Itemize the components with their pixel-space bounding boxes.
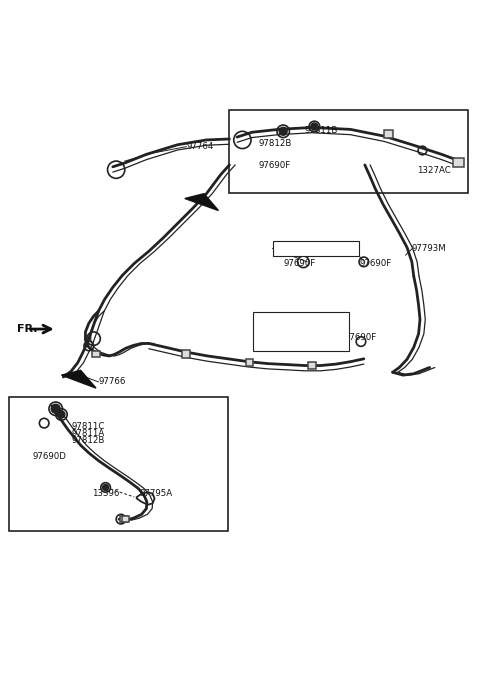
Text: 97812B: 97812B bbox=[258, 139, 292, 148]
Bar bbox=[384, 130, 393, 138]
Bar bbox=[229, 110, 468, 192]
Bar bbox=[182, 351, 190, 358]
Text: 97690F: 97690F bbox=[258, 162, 290, 171]
Text: 97812B: 97812B bbox=[71, 436, 105, 445]
Bar bbox=[92, 351, 100, 358]
Text: 97690D: 97690D bbox=[263, 328, 297, 338]
Circle shape bbox=[58, 411, 65, 418]
Text: 97766: 97766 bbox=[98, 377, 126, 386]
Circle shape bbox=[279, 127, 287, 135]
Bar bbox=[246, 359, 253, 366]
Text: 97811A: 97811A bbox=[71, 429, 104, 438]
Circle shape bbox=[103, 484, 108, 490]
Bar bbox=[9, 397, 228, 531]
Text: 97811C: 97811C bbox=[71, 422, 105, 431]
Polygon shape bbox=[185, 194, 218, 210]
Circle shape bbox=[311, 123, 318, 130]
Bar bbox=[122, 516, 130, 522]
Circle shape bbox=[51, 404, 60, 413]
Text: 13396: 13396 bbox=[92, 489, 120, 498]
Text: 97795A: 97795A bbox=[139, 489, 172, 498]
Polygon shape bbox=[61, 371, 96, 388]
Text: 97690F: 97690F bbox=[359, 259, 391, 268]
Text: 1327AC: 1327AC bbox=[417, 166, 450, 175]
Text: 97793M: 97793M bbox=[412, 245, 446, 253]
Text: FR.: FR. bbox=[17, 324, 37, 334]
Text: 97690F: 97690F bbox=[345, 333, 377, 342]
Text: 97690F: 97690F bbox=[283, 259, 315, 268]
Bar bbox=[453, 158, 464, 167]
Bar bbox=[253, 312, 349, 351]
Text: 97762: 97762 bbox=[271, 312, 299, 321]
Bar bbox=[120, 516, 128, 522]
Bar bbox=[273, 240, 359, 256]
Text: 97764: 97764 bbox=[186, 142, 214, 151]
Bar bbox=[308, 362, 316, 369]
Text: 97811B: 97811B bbox=[305, 126, 338, 135]
Text: 97763: 97763 bbox=[317, 242, 344, 251]
Text: 97690D: 97690D bbox=[33, 452, 67, 461]
